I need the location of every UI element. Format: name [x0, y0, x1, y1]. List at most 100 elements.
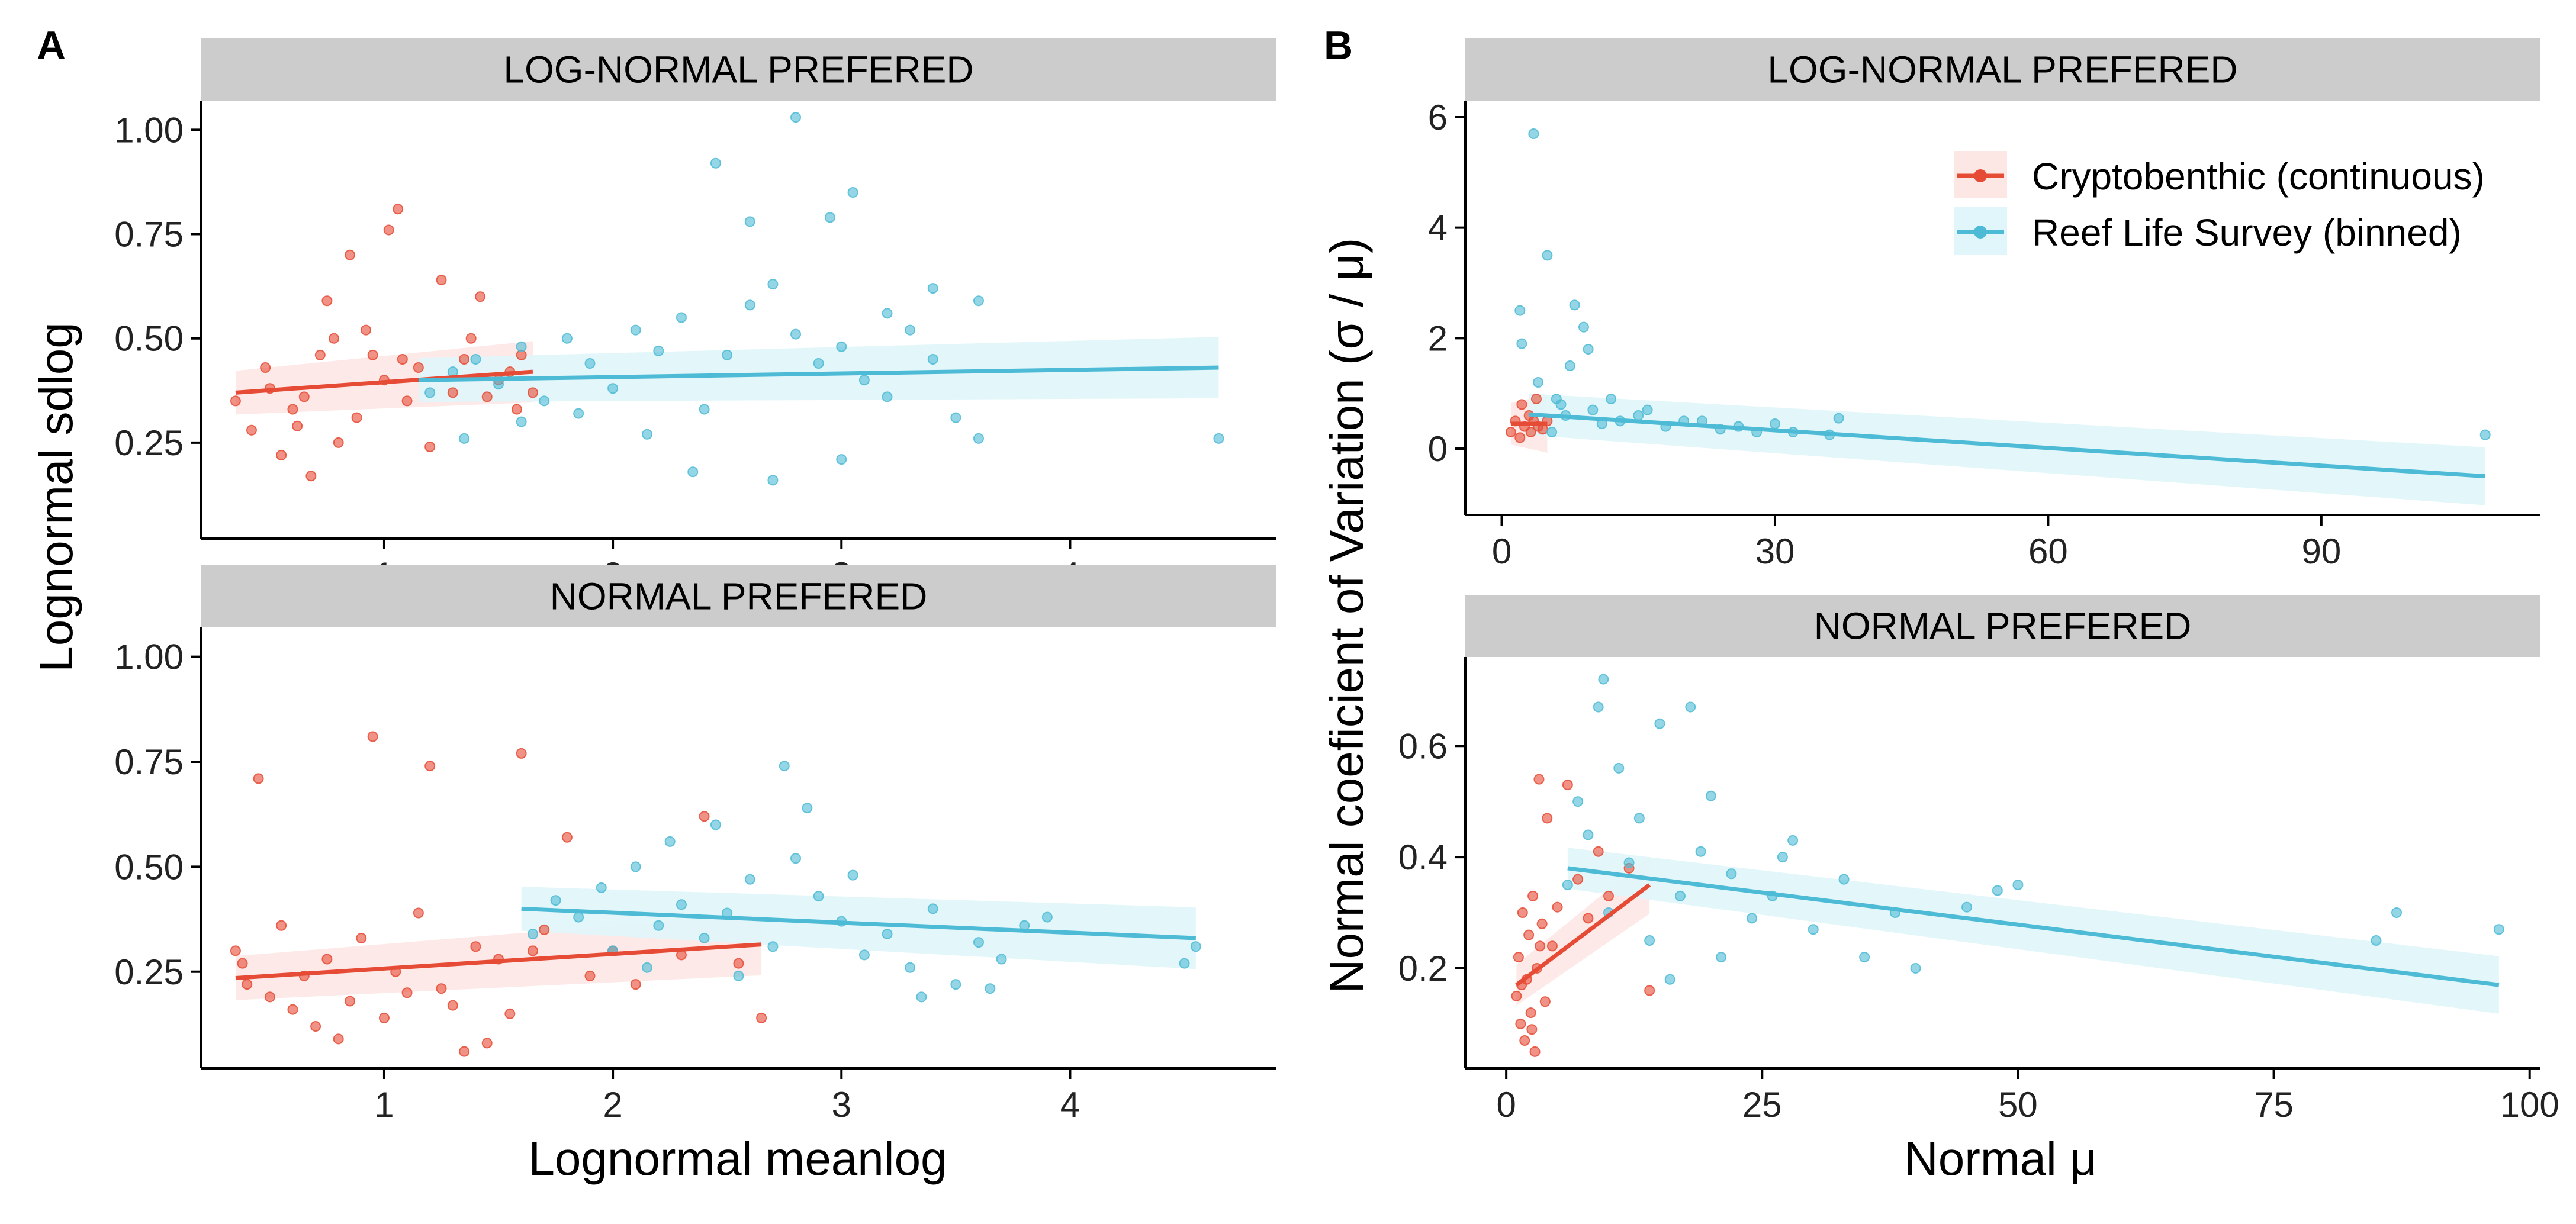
data-point	[447, 1000, 458, 1011]
data-point	[383, 224, 394, 236]
data-point	[1555, 399, 1567, 410]
data-point	[1525, 427, 1536, 437]
data-point	[927, 283, 938, 294]
data-point	[802, 803, 813, 814]
x-tick-label: 75	[2254, 1085, 2294, 1125]
data-point	[1664, 974, 1675, 985]
data-point	[1808, 924, 1819, 935]
data-point	[1533, 377, 1544, 388]
data-point	[699, 933, 710, 944]
trend-line	[418, 365, 1219, 382]
data-point	[367, 731, 378, 742]
data-point	[401, 395, 413, 407]
data-point	[511, 404, 522, 415]
x-tick-label: 50	[1998, 1085, 2038, 1125]
data-point	[351, 412, 362, 423]
data-point	[424, 761, 436, 772]
data-point	[504, 1008, 516, 1019]
data-point	[1529, 1046, 1541, 1057]
data-point	[413, 362, 424, 373]
data-point	[287, 1004, 298, 1015]
legend-label-rls: Reef Life Survey (binned)	[2032, 211, 2462, 254]
data-point	[722, 349, 733, 360]
x-axis-title-b: Normal μ	[1904, 1132, 2097, 1185]
y-tick-label: 0.75	[114, 742, 184, 782]
data-point	[470, 941, 481, 952]
data-point	[973, 433, 984, 444]
data-point	[1552, 901, 1563, 913]
data-point	[1514, 432, 1526, 443]
data-point	[1515, 1018, 1526, 1029]
data-point	[733, 958, 744, 969]
data-point	[310, 1021, 321, 1032]
data-point	[573, 911, 584, 923]
y-tick-label: 2	[1428, 318, 1448, 358]
data-point	[847, 187, 858, 198]
data-point	[1583, 829, 1594, 840]
data-point	[1593, 701, 1604, 713]
data-point	[653, 920, 664, 931]
x-tick-label: 30	[1755, 532, 1795, 571]
y-axis-title-b: Normal coeficient of Variation (σ / μ)	[1320, 238, 1373, 994]
y-tick-label: 0.50	[114, 847, 184, 887]
data-point	[1190, 941, 1201, 952]
data-point	[1513, 952, 1524, 963]
data-point	[790, 328, 802, 340]
data-point	[1505, 427, 1516, 437]
data-point	[584, 358, 596, 369]
data-point	[561, 832, 573, 843]
y-tick-label: 0	[1428, 429, 1448, 469]
data-point	[2493, 924, 2504, 935]
data-point	[230, 395, 241, 407]
data-point	[1838, 874, 1850, 885]
data-point	[790, 112, 802, 123]
data-point	[561, 333, 573, 344]
data-point	[699, 811, 710, 822]
data-point	[950, 412, 961, 423]
plot-panels: LOG-NORMAL PREFERED0.250.500.751.001234N…	[114, 38, 2559, 1125]
data-point	[1562, 780, 1573, 791]
data-point	[1587, 404, 1599, 415]
data-point	[292, 420, 303, 431]
data-point	[1833, 413, 1844, 424]
data-point	[653, 345, 664, 356]
data-point	[260, 362, 271, 373]
data-point	[607, 383, 619, 394]
data-point	[642, 429, 653, 440]
data-point	[527, 928, 538, 939]
data-point	[1546, 940, 1558, 952]
data-point	[516, 416, 527, 427]
data-point	[1041, 911, 1053, 923]
data-point	[744, 874, 755, 885]
panel-letter-b: B	[1324, 23, 1353, 68]
data-point	[550, 895, 561, 906]
data-point	[824, 212, 835, 223]
data-point	[413, 907, 424, 919]
data-point	[328, 333, 339, 344]
trend-line	[235, 369, 533, 395]
data-point	[436, 983, 447, 994]
data-point	[916, 991, 927, 1003]
data-point	[2391, 907, 2402, 919]
data-point	[985, 983, 996, 994]
facet-panel: NORMAL PREFERED 0.25 0.50 0.75 1.00 1 2 3 4	[114, 565, 1276, 1125]
data-point	[1859, 952, 1870, 963]
data-point	[836, 341, 847, 352]
data-point	[361, 324, 372, 336]
data-point	[1525, 1007, 1536, 1019]
data-point	[1910, 962, 1921, 974]
confidence-band	[521, 887, 1196, 969]
data-point	[996, 954, 1007, 965]
data-point	[1603, 890, 1614, 901]
data-point	[1562, 880, 1573, 891]
data-point	[314, 349, 326, 360]
data-point	[1642, 404, 1653, 415]
data-point	[882, 391, 893, 402]
data-point	[276, 450, 287, 461]
data-point	[790, 853, 802, 864]
trend-line	[235, 942, 762, 980]
y-tick-label: 6	[1428, 98, 1448, 137]
data-point	[253, 773, 264, 784]
data-point	[1769, 418, 1780, 429]
